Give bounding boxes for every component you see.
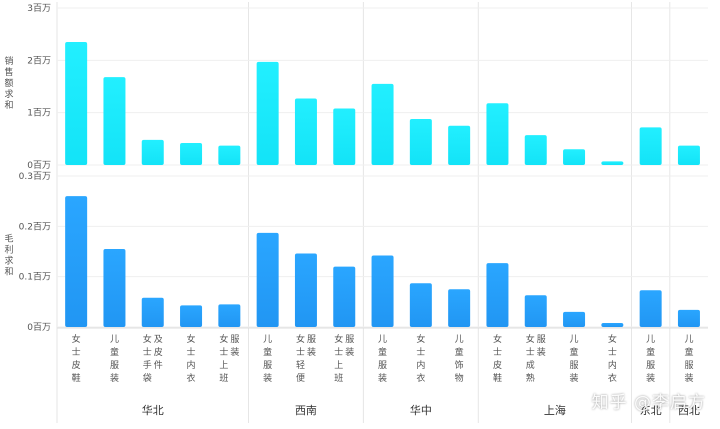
region-label: 东北 bbox=[640, 404, 662, 417]
bar bbox=[639, 290, 662, 327]
bar bbox=[333, 266, 356, 327]
bar bbox=[486, 263, 509, 327]
bar bbox=[601, 161, 624, 165]
bar bbox=[524, 135, 547, 165]
x-tick-label: 女士内衣 bbox=[608, 333, 617, 384]
y-tick-label: 0百万 bbox=[27, 160, 51, 171]
x-tick-label: 儿童饰物 bbox=[455, 334, 464, 384]
bar bbox=[180, 143, 203, 165]
bar bbox=[677, 145, 700, 165]
bar bbox=[65, 42, 88, 166]
bar bbox=[409, 118, 432, 165]
bar bbox=[639, 127, 662, 165]
bar bbox=[333, 108, 356, 165]
bar bbox=[256, 61, 279, 165]
y-tick-label: 0.1百万 bbox=[19, 272, 51, 283]
x-tick-label: 女士内衣 bbox=[187, 333, 196, 384]
bar bbox=[294, 98, 317, 165]
x-tick-label: 儿童服装 bbox=[646, 334, 655, 384]
y-tick-label: 0.3百万 bbox=[19, 171, 51, 182]
x-tick-label: 儿童服装 bbox=[110, 334, 119, 384]
bar bbox=[409, 283, 432, 327]
region-label: 华中 bbox=[410, 403, 432, 417]
bar bbox=[371, 255, 394, 327]
watermark: 知乎 @李启方 bbox=[591, 393, 706, 413]
x-tick-label: 女士上班服装 bbox=[219, 333, 239, 384]
region-label: 西南 bbox=[295, 404, 317, 417]
y-tick-label: 2百万 bbox=[27, 55, 51, 66]
x-tick-label: 儿童服装 bbox=[684, 334, 693, 384]
bar bbox=[103, 77, 126, 165]
y-tick-label: 0.2百万 bbox=[19, 221, 51, 232]
x-tick-label: 女士皮鞋 bbox=[72, 333, 81, 384]
x-tick-label: 女士手袋及皮件 bbox=[143, 333, 163, 384]
x-tick-label: 女士上班服装 bbox=[334, 333, 354, 384]
bar bbox=[371, 83, 394, 165]
bar bbox=[65, 196, 88, 327]
bar bbox=[294, 253, 317, 327]
y-axis-label: 毛利求和 bbox=[4, 233, 13, 278]
y-tick-label: 3百万 bbox=[27, 3, 51, 14]
bar bbox=[524, 295, 547, 327]
x-tick-label: 女士内衣 bbox=[416, 333, 425, 384]
x-tick-label: 女士轻便服装 bbox=[296, 333, 316, 384]
bar bbox=[563, 311, 586, 327]
y-tick-label: 1百万 bbox=[27, 108, 51, 119]
bar bbox=[141, 139, 164, 165]
region-label: 上海 bbox=[544, 403, 566, 417]
x-tick-label: 儿童服装 bbox=[263, 334, 272, 384]
x-tick-label: 女士皮鞋 bbox=[493, 333, 502, 384]
x-tick-label: 女士成熟服装 bbox=[526, 333, 546, 384]
y-axis-label: 销售额求和 bbox=[4, 55, 13, 111]
bar bbox=[218, 304, 241, 327]
bar bbox=[141, 297, 164, 327]
bar bbox=[563, 149, 586, 165]
region-label: 华北 bbox=[142, 403, 164, 417]
region-label: 西北 bbox=[678, 404, 700, 417]
bar bbox=[448, 289, 471, 327]
bar bbox=[601, 322, 624, 327]
bar bbox=[448, 125, 471, 165]
bar bbox=[180, 305, 203, 327]
bar bbox=[486, 103, 509, 165]
x-tick-label: 儿童服装 bbox=[570, 334, 579, 384]
x-tick-label: 儿童服装 bbox=[378, 334, 387, 384]
bar bbox=[256, 232, 279, 327]
bar bbox=[103, 248, 126, 327]
y-tick-label: 0百万 bbox=[27, 322, 51, 333]
bar bbox=[677, 309, 700, 327]
bar bbox=[218, 145, 241, 165]
